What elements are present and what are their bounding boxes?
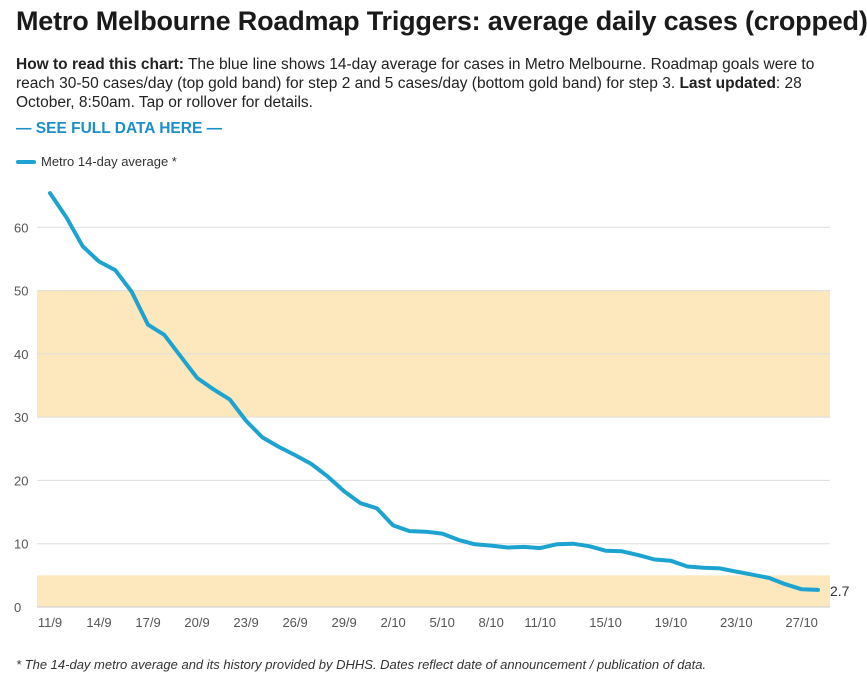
y-tick-label: 40 [14,347,28,362]
end-value-label: 2.7 [830,583,850,599]
x-tick-label: 26/9 [282,615,307,630]
x-tick-label: 27/10 [785,615,818,630]
x-tick-label: 5/10 [430,615,455,630]
legend-label: Metro 14-day average * [41,154,177,169]
x-tick-label: 23/10 [720,615,753,630]
x-tick-label: 2/10 [380,615,405,630]
x-tick-label: 20/9 [184,615,209,630]
y-tick-label: 30 [14,410,28,425]
x-tick-label: 11/10 [524,615,556,630]
chart-description: How to read this chart: The blue line sh… [16,55,846,112]
footnote: * The 14-day metro average and its histo… [16,657,707,672]
x-tick-label: 17/9 [135,615,160,630]
legend-line-swatch [16,159,36,164]
y-tick-label: 60 [14,220,28,235]
y-tick-label: 0 [14,600,21,615]
series-line-metro-14-day-average[interactable] [48,191,820,592]
chart-title: Metro Melbourne Roadmap Triggers: averag… [16,6,867,36]
updated-lead: Last updated [679,75,776,92]
desc-lead: How to read this chart: [16,56,184,73]
y-tick-label: 20 [14,473,28,488]
x-tick-label: 8/10 [479,615,504,630]
updated-body: : 28 October, 8:50am. Tap or rollover fo… [16,75,802,111]
y-tick-label: 50 [14,284,28,299]
desc-body: The blue line shows 14-day average for c… [16,56,815,92]
x-tick-label: 14/9 [86,615,111,630]
x-tick-label: 29/9 [331,615,356,630]
chart-legend[interactable]: Metro 14-day average * [16,154,177,169]
x-tick-label: 23/9 [233,615,258,630]
x-tick-label: 19/10 [655,615,688,630]
y-tick-label: 10 [14,537,28,552]
see-full-data-link[interactable]: — SEE FULL DATA HERE — [16,120,223,137]
x-tick-label: 15/10 [589,615,622,630]
x-tick-label: 11/9 [38,615,62,630]
target-band-1 [37,575,830,607]
